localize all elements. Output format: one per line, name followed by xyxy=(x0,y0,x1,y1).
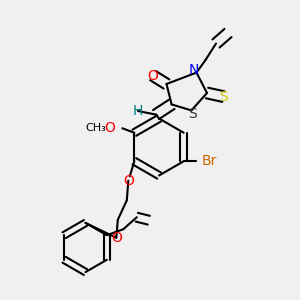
Text: N: N xyxy=(189,63,199,77)
Text: S: S xyxy=(188,107,197,121)
Text: S: S xyxy=(219,90,228,104)
Text: O: O xyxy=(148,69,158,82)
Text: CH₃: CH₃ xyxy=(85,123,106,133)
Text: O: O xyxy=(123,174,134,188)
Text: H: H xyxy=(133,104,143,118)
Text: Br: Br xyxy=(202,154,217,168)
Text: O: O xyxy=(104,121,115,135)
Text: O: O xyxy=(111,231,122,245)
